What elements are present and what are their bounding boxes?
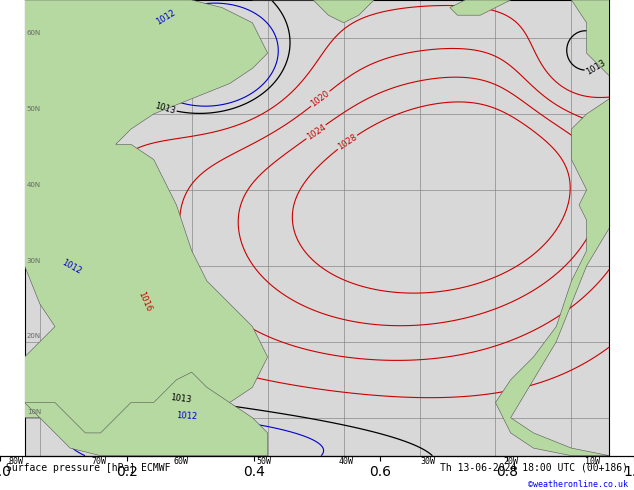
- Text: 40N: 40N: [27, 182, 41, 188]
- Text: 20N: 20N: [27, 334, 41, 340]
- Text: ©weatheronline.co.uk: ©weatheronline.co.uk: [527, 480, 628, 490]
- Text: 1028: 1028: [336, 132, 359, 152]
- Text: 1024: 1024: [305, 122, 327, 141]
- Text: Th 13-06-2024 18:00 UTC (00+186): Th 13-06-2024 18:00 UTC (00+186): [439, 463, 628, 473]
- Text: 10W: 10W: [585, 458, 600, 466]
- Polygon shape: [252, 0, 374, 23]
- Text: 20W: 20W: [503, 458, 518, 466]
- Text: 50W: 50W: [256, 458, 271, 466]
- Text: 1016: 1016: [136, 291, 153, 314]
- Text: 60W: 60W: [174, 458, 189, 466]
- Text: 1013: 1013: [585, 58, 607, 76]
- Text: 1013: 1013: [154, 101, 177, 116]
- Text: 1012: 1012: [61, 258, 83, 276]
- Text: 80W: 80W: [9, 458, 24, 466]
- Polygon shape: [25, 372, 268, 456]
- Text: 70W: 70W: [91, 458, 107, 466]
- Text: Surface pressure [hPa] ECMWF: Surface pressure [hPa] ECMWF: [6, 463, 171, 473]
- Text: 1012: 1012: [154, 8, 177, 26]
- Polygon shape: [450, 0, 510, 15]
- Text: 50N: 50N: [27, 106, 41, 112]
- Polygon shape: [496, 0, 609, 456]
- Text: 40W: 40W: [339, 458, 353, 466]
- Text: 60N: 60N: [27, 30, 41, 36]
- Text: 30W: 30W: [420, 458, 436, 466]
- Text: 1020: 1020: [309, 89, 332, 109]
- Polygon shape: [25, 0, 268, 448]
- Text: 1013: 1013: [170, 393, 192, 405]
- Text: 10N: 10N: [27, 410, 41, 416]
- Text: 1012: 1012: [176, 411, 198, 421]
- Text: 30N: 30N: [27, 258, 41, 264]
